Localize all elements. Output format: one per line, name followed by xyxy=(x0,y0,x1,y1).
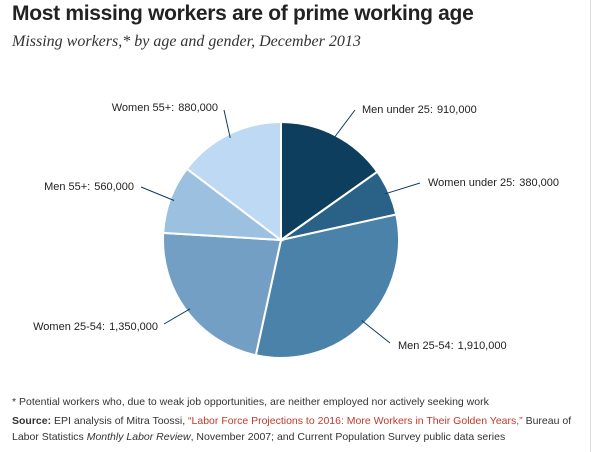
pie-slice xyxy=(280,120,379,242)
border xyxy=(590,0,591,452)
label-value: 1,910,000 xyxy=(458,340,507,352)
leader-line xyxy=(332,109,356,140)
data-label: Men 55+: 560,000 xyxy=(44,181,134,193)
data-label: Women 55+: 880,000 xyxy=(112,102,218,114)
source: Source: EPI analysis of Mitra Toossi, “L… xyxy=(12,413,582,445)
label-value: 1,350,000 xyxy=(109,321,158,333)
data-label: Men under 25: 910,000 xyxy=(362,104,477,116)
leader-line xyxy=(223,109,231,139)
source-text: , November 2007; and Current Population … xyxy=(190,431,506,443)
label-category: Women 25-54: xyxy=(33,321,105,333)
footnote: * Potential workers who, due to weak job… xyxy=(12,396,489,408)
label-value: 380,000 xyxy=(519,177,559,189)
label-category: Women under 25: xyxy=(428,177,515,189)
leader-line xyxy=(163,308,191,325)
label-value: 880,000 xyxy=(178,102,218,114)
source-text: Monthly Labor Review xyxy=(86,431,191,443)
label-category: Men 55+: xyxy=(44,181,90,193)
label-value: 560,000 xyxy=(94,181,134,193)
source-text: Bureau of Labor Statistics xyxy=(12,415,572,443)
chart-title: Most missing workers are of prime workin… xyxy=(12,2,474,25)
data-label: Women under 25: 380,000 xyxy=(428,177,559,189)
leader-line xyxy=(385,182,421,195)
label-value: 910,000 xyxy=(437,104,477,116)
label-category: Men 25-54: xyxy=(398,340,454,352)
chart-subtitle: Missing workers,* by age and gender, Dec… xyxy=(12,33,361,50)
label-category: Women 55+: xyxy=(112,102,174,114)
footer: * Potential workers who, due to weak job… xyxy=(12,394,582,445)
data-label: Men 25-54: 1,910,000 xyxy=(398,340,507,352)
pie-slice xyxy=(185,120,282,243)
source-link[interactable]: “Labor Force Projections to 2016: More W… xyxy=(188,415,523,427)
source-label: Source: xyxy=(12,415,52,427)
label-category: Men under 25: xyxy=(362,104,433,116)
leader-line xyxy=(361,320,391,344)
chart: Men under 25: 910,000 Women under 25: 380,0… xyxy=(33,102,559,359)
data-label: Women 25-54: 1,350,000 xyxy=(33,321,158,333)
source-text: EPI analysis of Mitra Toossi, xyxy=(51,415,189,427)
leader-line xyxy=(140,186,175,201)
